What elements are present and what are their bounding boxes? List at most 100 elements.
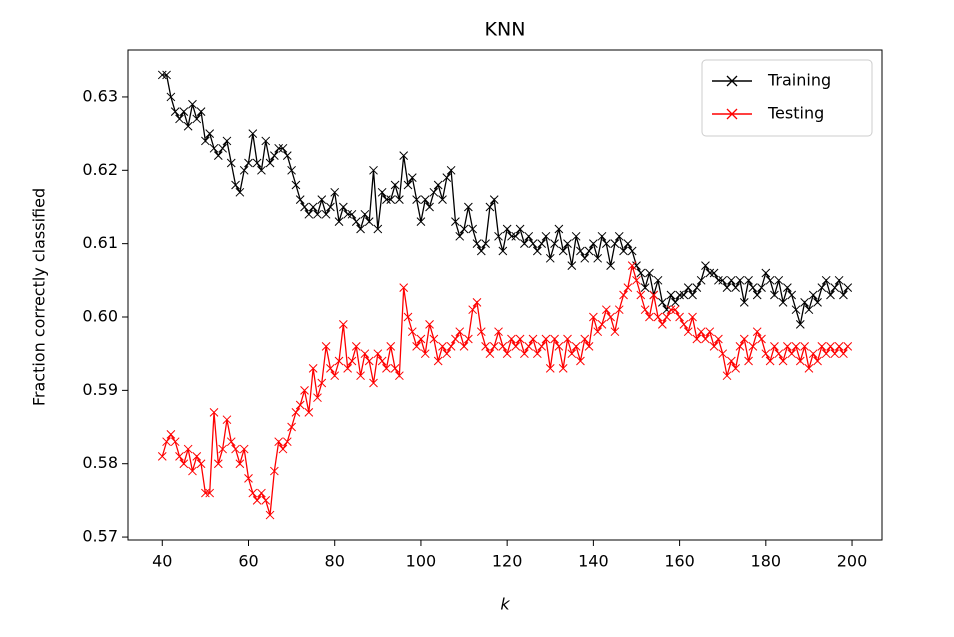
point-marker [222,136,232,146]
point-marker [295,400,305,410]
chart-title: KNN [485,19,526,41]
point-marker [705,268,715,278]
point-marker [541,231,551,241]
point-marker [640,283,650,293]
point-marker [804,305,814,315]
point-marker [472,239,482,249]
point-marker [313,393,322,403]
point-marker [826,290,835,300]
point-marker [636,268,646,278]
point-marker [257,165,266,175]
point-marker [726,356,736,366]
point-marker [567,349,577,359]
point-marker [282,437,292,447]
point-marker [438,195,447,204]
point-marker [494,231,503,241]
point-marker [748,341,758,351]
point-marker [455,327,465,337]
point-marker [843,283,853,293]
point-marker [619,290,628,300]
point-marker [304,408,314,417]
point-marker [830,349,840,359]
point-marker [632,261,641,271]
point-marker [675,312,684,322]
point-marker [576,356,585,366]
point-marker [291,408,301,417]
point-marker [326,202,335,212]
point-marker [554,224,564,234]
point-marker [304,209,314,219]
point-marker [334,356,344,366]
point-marker [722,371,732,381]
point-marker [317,195,327,204]
point-marker [226,158,236,168]
point-marker [300,386,309,395]
y-tick-label: 0.60 [82,307,118,326]
legend-label: Training [767,71,831,90]
point-marker [683,327,693,337]
point-marker [489,195,499,204]
point-marker [373,349,383,359]
point-marker [351,341,361,351]
point-marker [623,283,633,293]
point-marker [558,363,568,373]
point-marker [532,246,542,256]
point-marker [830,283,840,293]
point-marker [395,371,404,381]
point-marker [709,268,719,278]
point-marker [714,334,723,344]
point-marker [464,202,473,212]
point-marker [213,151,223,160]
point-marker [170,437,180,447]
point-marker [343,209,353,219]
y-axis-label: Fraction correctly classified [30,188,49,406]
point-marker [589,312,598,322]
point-marker [640,305,650,315]
point-marker [692,283,702,293]
point-marker [364,356,374,366]
point-marker [520,349,529,359]
y-tick-label: 0.57 [82,527,118,546]
point-marker [670,297,680,307]
point-marker [166,92,176,102]
point-marker [196,459,206,469]
point-marker [226,437,236,447]
point-marker [614,231,624,241]
point-marker [451,334,460,344]
point-marker [356,224,365,234]
point-marker [761,268,771,278]
point-marker [157,452,167,461]
point-marker [528,334,538,344]
point-marker [412,341,421,351]
point-marker [407,173,417,182]
point-marker [597,231,607,241]
point-marker [515,224,525,234]
point-marker [377,356,387,366]
point-marker [563,239,572,249]
point-marker [623,239,633,249]
point-marker [653,275,663,285]
point-marker [709,341,719,351]
point-marker [787,349,797,359]
point-marker [584,341,594,351]
y-tick-label: 0.63 [82,86,118,105]
point-marker [175,114,184,124]
point-marker [744,356,753,366]
x-tick-label: 140 [578,552,609,571]
point-marker [834,275,844,285]
point-marker [515,334,525,344]
point-marker [351,217,361,227]
point-marker [459,341,469,351]
point-marker [265,158,275,168]
point-marker [252,496,262,505]
legend-marker [726,108,738,120]
point-marker [270,466,279,476]
point-marker [632,275,641,285]
point-marker [274,437,284,447]
point-marker [183,121,193,131]
point-marker [395,195,404,204]
point-marker [774,349,784,359]
point-marker [524,231,534,241]
point-marker [645,268,654,278]
point-marker [403,180,413,190]
